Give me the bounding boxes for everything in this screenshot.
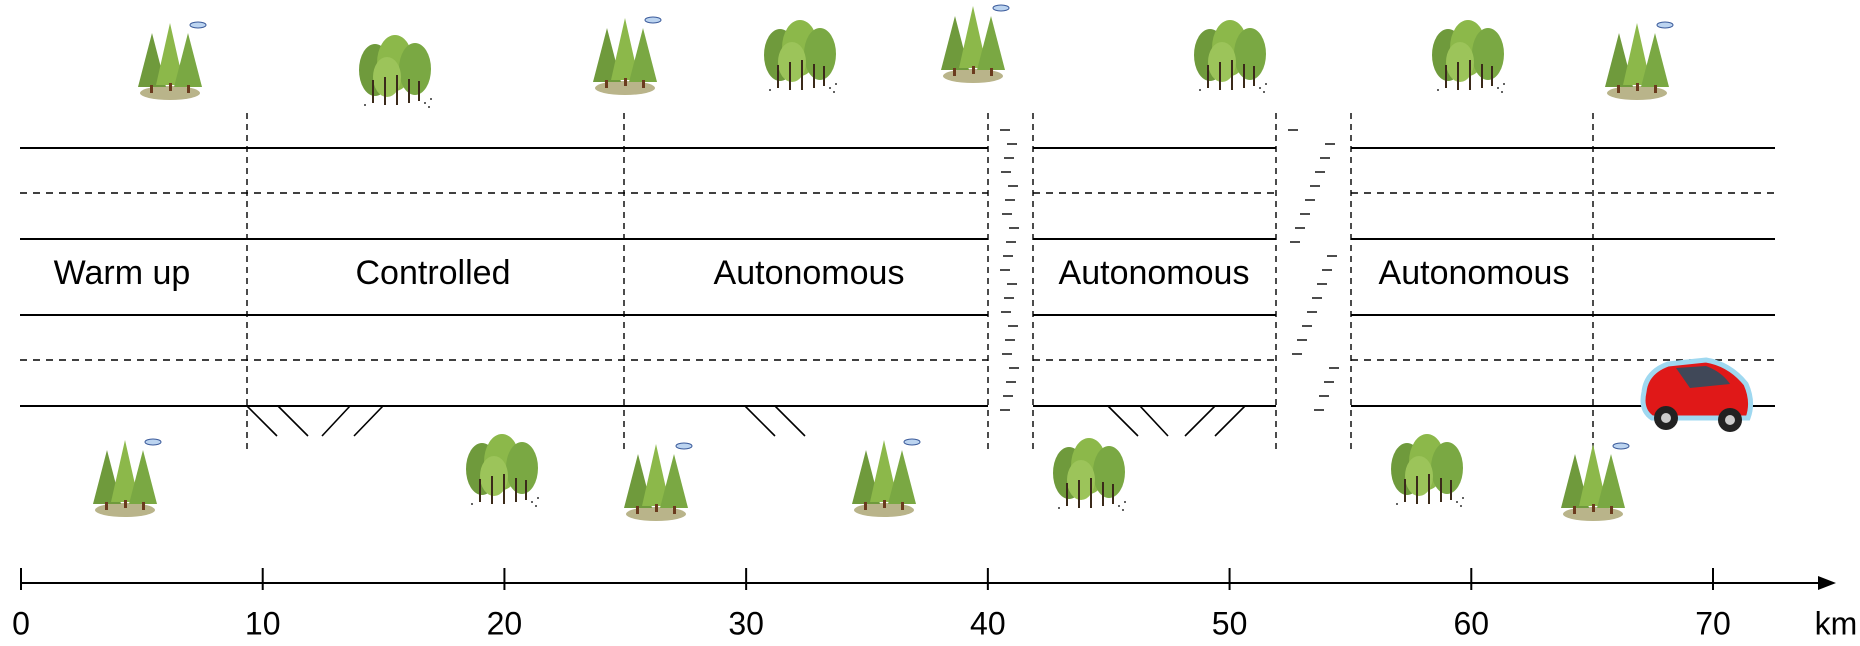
forest xyxy=(1194,20,1267,93)
axis-unit: km xyxy=(1815,605,1858,641)
pine-tree xyxy=(941,5,1009,83)
track-diagram: km Warm up Controlled Autonomous Autonomous… xyxy=(0,0,1860,646)
ramp xyxy=(278,406,308,436)
axis-arrow xyxy=(1818,576,1836,590)
pine-tree xyxy=(624,443,692,521)
forest xyxy=(359,35,432,108)
axis-tick-label: 60 xyxy=(1453,605,1489,641)
ramp xyxy=(745,406,775,436)
pine-tree xyxy=(1561,443,1629,521)
segment-label: Controlled xyxy=(356,254,511,292)
axis-tick-label: 10 xyxy=(245,605,281,641)
axis-tick-label: 70 xyxy=(1695,605,1731,641)
ramp xyxy=(775,406,805,436)
segment-label: Autonomous xyxy=(1379,254,1570,292)
car xyxy=(1643,360,1751,432)
forest xyxy=(466,434,539,507)
forest xyxy=(764,20,837,93)
ramp xyxy=(1215,406,1245,436)
pine-tree xyxy=(1605,22,1673,100)
forest xyxy=(1432,20,1505,93)
pine-tree xyxy=(138,22,206,100)
ramp xyxy=(1185,406,1215,436)
pine-tree xyxy=(593,17,661,95)
segment-label: Autonomous xyxy=(714,254,905,292)
axis-tick-label: 40 xyxy=(970,605,1006,641)
forest xyxy=(1053,438,1126,511)
axis-tick-label: 20 xyxy=(487,605,523,641)
axis-tick-label: 30 xyxy=(728,605,764,641)
ramp xyxy=(1140,406,1168,436)
ramp xyxy=(354,406,383,436)
ramp xyxy=(247,406,277,436)
axis-tick-label: 0 xyxy=(12,605,30,641)
segment-label: Warm up xyxy=(54,254,191,292)
pine-tree xyxy=(852,439,920,517)
segment-label: Autonomous xyxy=(1059,254,1250,292)
pine-tree xyxy=(93,439,161,517)
ramp xyxy=(322,406,350,436)
ramp xyxy=(1108,406,1138,436)
axis-tick-label: 50 xyxy=(1212,605,1248,641)
forest xyxy=(1391,434,1464,507)
